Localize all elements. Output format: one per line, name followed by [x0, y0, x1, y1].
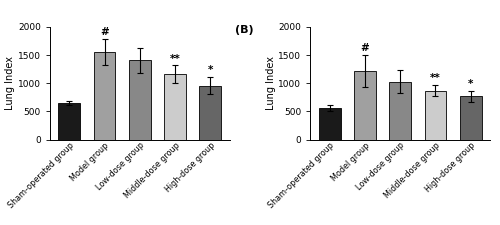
- Text: *: *: [468, 79, 473, 89]
- Bar: [129, 60, 150, 140]
- Text: (B): (B): [235, 25, 254, 35]
- Bar: [319, 108, 340, 140]
- Text: *: *: [208, 65, 213, 75]
- Text: #: #: [360, 43, 370, 53]
- Bar: [94, 52, 116, 140]
- Text: **: **: [170, 54, 180, 63]
- Bar: [200, 86, 221, 140]
- Bar: [354, 71, 376, 140]
- Text: #: #: [100, 27, 109, 37]
- Text: **: **: [430, 73, 441, 83]
- Bar: [424, 90, 446, 140]
- Bar: [58, 103, 80, 140]
- Bar: [460, 96, 481, 140]
- Bar: [164, 74, 186, 140]
- Y-axis label: Lung Index: Lung Index: [5, 56, 15, 110]
- Bar: [390, 82, 411, 140]
- Y-axis label: Lung Index: Lung Index: [266, 56, 276, 110]
